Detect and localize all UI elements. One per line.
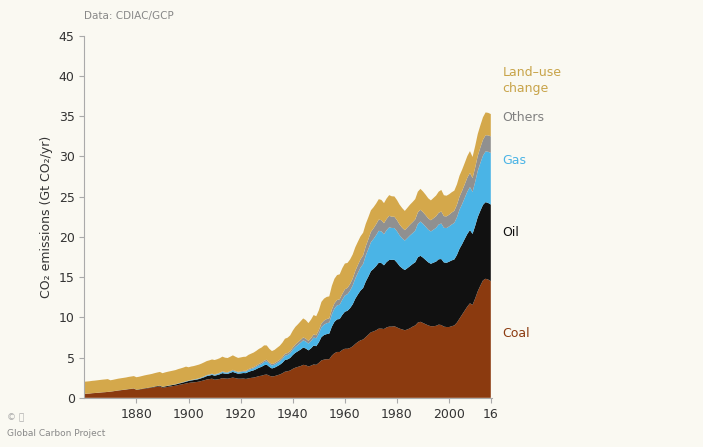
Text: Coal: Coal [503,327,530,340]
Y-axis label: CO₂ emissions (Gt CO₂/yr): CO₂ emissions (Gt CO₂/yr) [40,136,53,298]
Text: Oil: Oil [503,226,520,240]
Text: © Ⓢ: © Ⓢ [7,413,25,422]
Text: Gas: Gas [503,154,527,167]
Text: Global Carbon Project: Global Carbon Project [7,429,105,438]
Text: Others: Others [503,111,545,124]
Text: Land–use
change: Land–use change [503,66,562,94]
Text: Data: CDIAC/GCP: Data: CDIAC/GCP [84,11,174,21]
